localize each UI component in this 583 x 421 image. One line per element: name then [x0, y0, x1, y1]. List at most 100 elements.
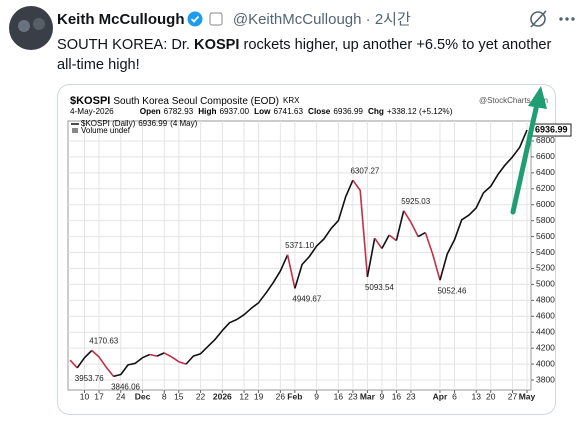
symbol: $KOSPI — [70, 95, 110, 107]
y-tick-label: 5000 — [536, 279, 555, 289]
y-tick-label: 5200 — [536, 263, 555, 273]
quote-label: Chg — [368, 107, 384, 116]
quote-value: 6741.63 — [273, 107, 303, 116]
quote-value: +338.12 (+5.12%) — [387, 107, 453, 116]
y-tick-label: 5400 — [536, 247, 555, 257]
x-tick-label: 27 — [508, 391, 518, 401]
quote-value: 6937.00 — [219, 107, 249, 116]
price-line — [424, 232, 441, 281]
x-tick-label: Mar — [360, 391, 376, 401]
price-line — [185, 254, 289, 365]
x-tick-label: 8 — [162, 391, 167, 401]
quote-label: Low — [254, 107, 271, 116]
plot-area — [67, 120, 532, 391]
y-tick-label: 4000 — [536, 358, 555, 368]
price-line — [91, 349, 115, 377]
data-label: 5052.46 — [437, 286, 466, 295]
quote-label: High — [198, 107, 216, 116]
quote-line: 4-May-2026 Open 6782.93 High 6937.00 Low 6741.… — [70, 107, 453, 116]
post-time[interactable]: 2시간 — [374, 11, 411, 28]
price-line — [366, 238, 376, 278]
y-tick-label: 5600 — [536, 231, 555, 241]
quote-label: Open — [140, 107, 161, 116]
x-tick-label: Dec — [135, 391, 151, 401]
x-tick-label: 2026 — [213, 391, 232, 401]
data-label: 5093.54 — [365, 283, 394, 292]
data-label: 4949.67 — [292, 295, 321, 304]
price-line — [76, 349, 93, 369]
price-line — [156, 352, 165, 357]
price-line — [381, 234, 390, 249]
x-tick-label: 13 — [471, 391, 481, 401]
more-icon[interactable] — [559, 17, 575, 21]
y-tick-label: 6000 — [536, 199, 555, 209]
data-label: 5925.03 — [401, 197, 430, 206]
text-run: all-time high! — [57, 57, 140, 73]
price-line — [163, 352, 187, 365]
price-line — [149, 353, 158, 357]
y-tick-label: 4400 — [536, 326, 555, 336]
annotation-arrow — [510, 86, 547, 215]
legend-name: $KOSPI (Daily) — [81, 119, 136, 128]
x-tick-label: 20 — [486, 391, 496, 401]
x-tick-label: May — [519, 391, 536, 401]
x-tick-label: Feb — [287, 391, 302, 401]
y-tick-label: 5800 — [536, 215, 555, 225]
y-tick-label: 4200 — [536, 342, 555, 352]
author-name[interactable]: Keith McCullough — [57, 11, 185, 28]
text-run: rockets higher, up another +6.5% to yet … — [239, 37, 552, 53]
price-line — [69, 359, 78, 369]
chart: $KOSPI South Korea Seoul Composite (EOD) K… — [67, 95, 572, 401]
source: @StockCharts.com — [479, 96, 548, 105]
price-line — [403, 210, 419, 237]
legend-date: (4 May) — [170, 119, 197, 128]
x-tick-label: 12 — [239, 391, 249, 401]
y-tick-label: 6600 — [536, 151, 555, 161]
x-tick-label: 22 — [196, 391, 206, 401]
y-tick-label: 6400 — [536, 167, 555, 177]
data-label: 4170.63 — [89, 337, 118, 346]
verified-check — [190, 15, 200, 23]
avatar-detail — [18, 20, 30, 32]
data-label: 5371.10 — [285, 241, 314, 250]
price-line — [417, 231, 426, 238]
data-label: 3846.06 — [111, 382, 140, 391]
separator: · — [365, 11, 375, 28]
avatar[interactable] — [9, 6, 53, 50]
x-tick-label: 24 — [116, 391, 126, 401]
quote-label: Close — [308, 107, 331, 116]
legend-value: 6936.99 — [138, 119, 167, 128]
y-tick-label: 4600 — [536, 311, 555, 321]
grok-icon-slash — [530, 10, 547, 28]
y-tick-label: 4800 — [536, 295, 555, 305]
y-tick-label: 6200 — [536, 183, 555, 193]
text-line: all-time high! — [57, 55, 551, 75]
data-label: 3953.76 — [75, 374, 104, 383]
exchange: KRX — [283, 96, 300, 105]
x-tick-label: 19 — [254, 391, 264, 401]
quote-value: 6782.93 — [164, 107, 194, 116]
grok-icon[interactable] — [530, 11, 546, 27]
price-line — [294, 179, 354, 289]
y-tick-label: 3800 — [536, 374, 555, 384]
tweet-text: SOUTH KOREA: Dr. KOSPI rockets higher, u… — [57, 35, 551, 75]
price-line — [113, 353, 151, 378]
data-label: 6307.27 — [350, 166, 379, 175]
x-tick-label: Apr — [433, 391, 448, 401]
legend-swatch — [72, 128, 78, 133]
y-tick-label: 6800 — [536, 135, 555, 145]
chart-title: South Korea Seoul Composite (EOD) — [113, 96, 279, 107]
x-tick-label: 15 — [174, 391, 184, 401]
x-tick-label: 17 — [94, 391, 104, 401]
text-line: SOUTH KOREA: Dr. KOSPI rockets higher, u… — [57, 35, 551, 55]
chart-header: $KOSPI South Korea Seoul Composite (EOD) K… — [70, 95, 300, 107]
verified-badge — [187, 11, 203, 27]
tweet-header: Keith McCullough @KeithMcCullough · 2시간 — [57, 8, 411, 29]
author-handle[interactable]: @KeithMcCullough — [232, 11, 362, 28]
legend-entry: $KOSPI (Daily) 6936.99 (4 May) — [81, 119, 198, 128]
price-line — [388, 234, 397, 242]
avatar-detail — [33, 18, 45, 30]
affiliate-badge — [209, 12, 223, 26]
